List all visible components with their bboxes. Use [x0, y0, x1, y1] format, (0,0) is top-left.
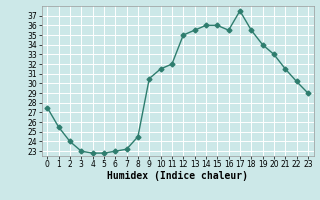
X-axis label: Humidex (Indice chaleur): Humidex (Indice chaleur) — [107, 171, 248, 181]
